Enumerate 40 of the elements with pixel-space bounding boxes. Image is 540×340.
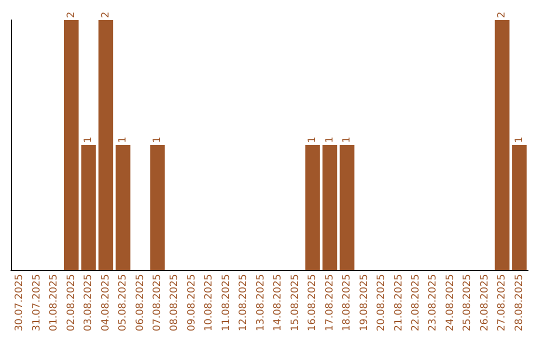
data-label: 2 [496, 12, 508, 18]
x-tick-label: 04.08.2025 [100, 274, 112, 332]
x-tick-label: 18.08.2025 [342, 274, 353, 332]
x-tick-label: 23.08.2025 [428, 274, 439, 332]
x-tick-label: 14.08.2025 [272, 274, 284, 332]
x-tick-label: 11.08.2025 [220, 274, 232, 332]
x-tick-label: 09.08.2025 [186, 274, 198, 332]
x-tick-label: 12.08.2025 [238, 274, 250, 332]
x-tick-label: 26.08.2025 [479, 274, 490, 332]
x-tick-label: 07.08.2025 [152, 274, 163, 332]
x-tick-label: 15.08.2025 [290, 274, 301, 332]
data-label: 1 [118, 136, 129, 143]
x-tick-label: 13.08.2025 [255, 274, 266, 332]
x-tick-label: 27.08.2025 [496, 274, 508, 332]
x-tick-label: 06.08.2025 [134, 274, 146, 332]
x-tick-label: 08.08.2025 [169, 274, 180, 332]
data-label: 2 [100, 12, 112, 18]
x-tick-label: 17.08.2025 [324, 274, 336, 332]
x-tick-label: 28.08.2025 [514, 274, 525, 332]
data-label: 2 [66, 12, 77, 18]
data-label: 1 [307, 136, 318, 143]
x-tick-label: 05.08.2025 [118, 274, 129, 332]
x-tick-label: 19.08.2025 [358, 274, 370, 332]
data-label: 1 [152, 136, 163, 143]
data-label: 1 [514, 136, 525, 143]
x-tick-label: 16.08.2025 [307, 274, 318, 332]
x-tick-label: 03.08.2025 [83, 274, 94, 332]
x-tick-label: 10.08.2025 [204, 274, 215, 332]
data-label: 1 [83, 136, 94, 143]
x-tick-label: 30.07.2025 [14, 274, 26, 332]
data-label: 1 [342, 136, 353, 143]
x-tick-label: 25.08.2025 [462, 274, 474, 332]
x-tick-label: 20.08.2025 [376, 274, 388, 332]
x-tick-label: 22.08.2025 [410, 274, 422, 332]
x-tick-label: 31.07.2025 [31, 274, 42, 332]
x-tick-label: 24.08.2025 [444, 274, 456, 332]
x-tick-label: 02.08.2025 [66, 274, 77, 332]
x-tick-label: 01.08.2025 [48, 274, 60, 332]
x-tick-label: 21.08.2025 [393, 274, 404, 332]
data-label: 1 [324, 136, 336, 143]
